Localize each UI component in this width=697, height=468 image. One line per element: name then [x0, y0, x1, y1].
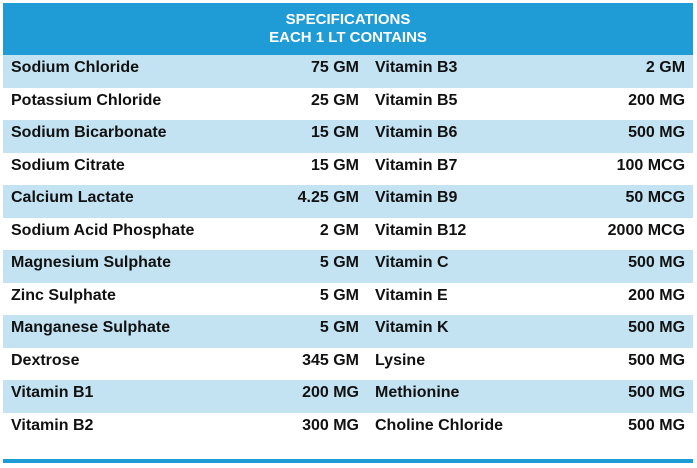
- table-row: Sodium Citrate 15 GM Vitamin B7 100 MCG: [3, 153, 693, 186]
- right-ingredient-amount: 500 MG: [527, 120, 694, 153]
- left-ingredient-amount: 2 GM: [319, 221, 359, 239]
- table-row: Potassium Chloride 25 GM Vitamin B5 200 …: [3, 88, 693, 121]
- header-title: SPECIFICATIONS: [285, 11, 411, 28]
- table-row: Dextrose 345 GM Lysine 500 MG: [3, 348, 693, 381]
- right-ingredient-amount: 500 MG: [527, 380, 694, 413]
- right-ingredient-name: Vitamin B5: [375, 91, 458, 109]
- left-ingredient-amount: 25 GM: [310, 91, 359, 109]
- left-ingredient-name: Potassium Chloride: [11, 91, 162, 109]
- left-ingredient-name: Zinc Sulphate: [11, 286, 116, 304]
- right-ingredient-name: Vitamin K: [367, 315, 527, 348]
- left-ingredient-name: Dextrose: [11, 351, 80, 369]
- right-ingredient-amount: 200 MG: [628, 91, 686, 109]
- right-ingredient-amount: 100 MCG: [616, 156, 686, 174]
- table-row: Zinc Sulphate 5 GM Vitamin E 200 MG: [3, 283, 693, 316]
- left-ingredient-name: Calcium Lactate: [3, 185, 261, 218]
- right-ingredient-name: Choline Chloride: [375, 416, 503, 434]
- right-ingredient-name: Vitamin B9: [367, 185, 527, 218]
- header-subtitle: EACH 1 LT CONTAINS: [269, 29, 427, 46]
- left-ingredient-name: Manganese Sulphate: [3, 315, 261, 348]
- right-ingredient-amount: 2 GM: [527, 55, 694, 88]
- left-ingredient-name: Magnesium Sulphate: [3, 250, 261, 283]
- specifications-table: SPECIFICATIONS EACH 1 LT CONTAINS Sodium…: [3, 3, 694, 463]
- header-row: SPECIFICATIONS EACH 1 LT CONTAINS: [3, 3, 694, 55]
- table-row: Sodium Bicarbonate 15 GM Vitamin B6 500 …: [3, 120, 694, 153]
- table-row: Vitamin B2 300 MG Choline Chloride 500 M…: [3, 413, 693, 461]
- left-ingredient-amount: 75 GM: [261, 55, 367, 88]
- table-row: Magnesium Sulphate 5 GM Vitamin C 500 MG: [3, 250, 694, 283]
- right-ingredient-amount: 500 MG: [527, 250, 694, 283]
- right-ingredient-amount: 200 MG: [628, 286, 686, 304]
- left-ingredient-amount: 5 GM: [319, 286, 359, 304]
- table-row: Vitamin B1 200 MG Methionine 500 MG: [3, 380, 694, 413]
- right-ingredient-name: Vitamin B12: [375, 221, 467, 239]
- left-ingredient-amount: 300 MG: [302, 416, 359, 434]
- table-row: Sodium Acid Phosphate 2 GM Vitamin B12 2…: [3, 218, 693, 251]
- right-ingredient-name: Methionine: [367, 380, 527, 413]
- table-header: SPECIFICATIONS EACH 1 LT CONTAINS: [3, 3, 694, 55]
- left-ingredient-name: Vitamin B2: [11, 416, 94, 434]
- table-row: Sodium Chloride 75 GM Vitamin B3 2 GM: [3, 55, 694, 88]
- left-ingredient-name: Sodium Citrate: [11, 156, 125, 174]
- right-ingredient-amount: 2000 MCG: [607, 221, 686, 239]
- left-ingredient-name: Sodium Bicarbonate: [3, 120, 261, 153]
- left-ingredient-name: Vitamin B1: [3, 380, 261, 413]
- right-ingredient-name: Vitamin B3: [367, 55, 527, 88]
- left-ingredient-amount: 5 GM: [261, 250, 367, 283]
- left-ingredient-name: Sodium Chloride: [3, 55, 261, 88]
- table-row: Calcium Lactate 4.25 GM Vitamin B9 50 MC…: [3, 185, 694, 218]
- left-ingredient-amount: 200 MG: [261, 380, 367, 413]
- right-ingredient-amount: 500 MG: [628, 351, 686, 369]
- right-ingredient-name: Lysine: [375, 351, 426, 369]
- right-ingredient-amount: 500 MG: [628, 416, 686, 434]
- left-ingredient-amount: 5 GM: [261, 315, 367, 348]
- left-ingredient-amount: 4.25 GM: [261, 185, 367, 218]
- right-ingredient-amount: 50 MCG: [527, 185, 694, 218]
- right-ingredient-name: Vitamin B7: [375, 156, 458, 174]
- right-ingredient-amount: 500 MG: [527, 315, 694, 348]
- right-ingredient-name: Vitamin B6: [367, 120, 527, 153]
- table-row: Manganese Sulphate 5 GM Vitamin K 500 MG: [3, 315, 694, 348]
- left-ingredient-name: Sodium Acid Phosphate: [11, 221, 195, 239]
- left-ingredient-amount: 15 GM: [310, 156, 359, 174]
- left-ingredient-amount: 15 GM: [261, 120, 367, 153]
- right-ingredient-name: Vitamin E: [375, 286, 448, 304]
- right-ingredient-name: Vitamin C: [367, 250, 527, 283]
- left-ingredient-amount: 345 GM: [302, 351, 359, 369]
